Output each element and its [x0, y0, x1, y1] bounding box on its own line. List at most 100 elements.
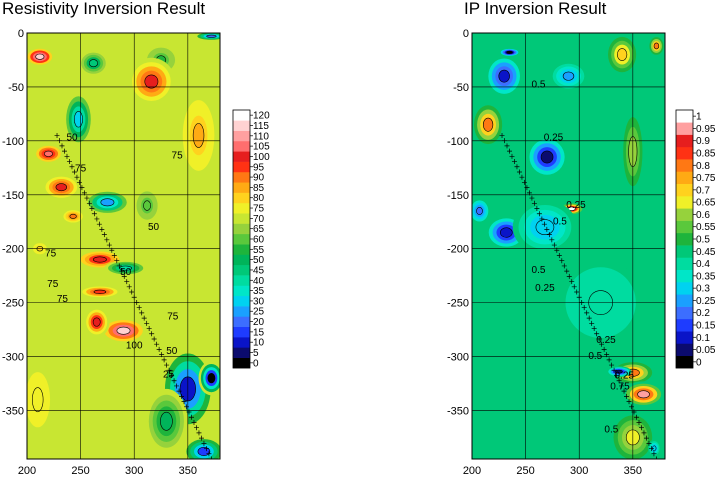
- traverse-mark: [159, 352, 165, 358]
- colorbar-swatch: [233, 254, 250, 266]
- colorbar-swatch: [676, 318, 693, 332]
- traverse-mark: [86, 200, 92, 206]
- traverse-mark: [116, 263, 122, 269]
- colorbar-swatch: [233, 120, 250, 131]
- traverse-mark: [203, 446, 209, 452]
- traverse-mark: [638, 425, 644, 431]
- traverse-mark: [111, 252, 117, 258]
- colorbar-label: 10: [253, 338, 265, 349]
- contour-label: 0.5: [532, 79, 546, 90]
- traverse-mark: [626, 399, 632, 405]
- colorbar-label: 0.5: [696, 235, 710, 246]
- anomaly-9: [83, 189, 132, 216]
- colorbar-label: 115: [253, 121, 269, 132]
- colorbar-label: 0.95: [696, 124, 716, 135]
- traverse-mark: [556, 252, 562, 258]
- traverse-mark: [624, 393, 630, 399]
- x-tick-label: 200: [463, 465, 481, 477]
- colorbar-swatch: [676, 220, 693, 234]
- traverse-mark: [601, 346, 607, 352]
- traverse-mark: [151, 336, 157, 342]
- traverse-mark: [586, 315, 592, 321]
- anomaly-0: [27, 47, 55, 67]
- traverse-mark: [106, 242, 112, 248]
- traverse-mark: [101, 232, 107, 238]
- traverse-mark: [181, 399, 187, 405]
- colorbar-label: 0: [253, 358, 259, 369]
- colorbar-label: 5: [253, 348, 259, 359]
- y-tick-label: -50: [453, 82, 469, 94]
- traverse-mark: [581, 305, 587, 311]
- anomaly-5: [63, 91, 94, 148]
- anomaly-contour-layer: [100, 198, 115, 207]
- traverse-mark: [59, 143, 65, 149]
- x-tick-label: 300: [125, 465, 143, 477]
- plot-frame: [26, 32, 221, 460]
- traverse-mark: [591, 326, 597, 332]
- traverse-mark: [509, 153, 515, 159]
- traverse-mark: [176, 388, 182, 394]
- colorbar-swatch: [233, 285, 250, 297]
- anomaly-contour-layer: [192, 123, 205, 148]
- ip-panel-title: IP Inversion Result: [464, 0, 607, 18]
- colorbar-label: 0.55: [696, 222, 716, 233]
- anomaly-contour-layer: [535, 219, 555, 235]
- colorbar-swatch: [233, 223, 250, 235]
- traverse-mark: [99, 226, 105, 232]
- traverse-mark: [611, 367, 617, 373]
- traverse-mark: [589, 320, 595, 326]
- anomaly-contour-layer: [92, 317, 101, 327]
- traverse-mark: [616, 378, 622, 384]
- traverse-mark: [606, 357, 612, 363]
- contour-label: 50: [148, 222, 160, 233]
- anomaly-1: [498, 48, 521, 57]
- y-tick-label: -50: [8, 82, 24, 94]
- anomaly-1: [78, 50, 109, 77]
- anomaly-5: [647, 35, 665, 57]
- colorbar-swatch: [676, 208, 693, 221]
- colorbar-label: 40: [253, 276, 265, 287]
- traverse-mark: [614, 373, 620, 379]
- anomaly-12: [472, 198, 491, 224]
- anomaly-contour-layer: [32, 387, 44, 413]
- traverse-mark: [84, 195, 90, 201]
- contour-label: 0.25: [596, 335, 616, 346]
- traverse-mark: [549, 237, 555, 243]
- anomaly-8: [42, 174, 81, 201]
- traverse-mark: [609, 362, 615, 368]
- anomaly-13: [512, 200, 578, 255]
- colorbar-swatch: [233, 171, 250, 183]
- traverse-mark: [161, 357, 167, 363]
- traverse-mark: [208, 456, 214, 459]
- anomaly-20: [182, 436, 220, 459]
- anomaly-21: [144, 388, 188, 454]
- y-tick-label: -100: [447, 136, 469, 148]
- traverse-mark: [516, 169, 522, 175]
- traverse-mark: [64, 153, 70, 159]
- traverse-mark: [74, 174, 80, 180]
- traverse-mark: [544, 226, 550, 232]
- colorbar-label: 0.1: [696, 333, 710, 344]
- traverse-mark: [529, 195, 535, 201]
- traverse-mark: [643, 435, 649, 441]
- colorbar-label: 1: [696, 112, 702, 123]
- traverse-mark: [179, 393, 185, 399]
- anomaly-contour-layer: [43, 150, 53, 157]
- traverse-mark: [596, 336, 602, 342]
- resistivity-plot-area: 50 75 75 50 75 50 75 75 75 100 50 25: [27, 33, 220, 459]
- colorbar-label: 0.6: [696, 210, 710, 221]
- traverse-mark: [536, 211, 542, 217]
- colorbar-label: 0: [696, 357, 702, 368]
- traverse-mark: [146, 326, 152, 332]
- colorbar-label: 85: [253, 183, 265, 194]
- contour-label: 0.5: [532, 265, 546, 276]
- anomaly-contour-layer: [93, 256, 107, 263]
- y-tick-label: -200: [2, 244, 24, 256]
- x-tick-label: 250: [516, 465, 534, 477]
- traverse-mark: [566, 273, 572, 279]
- colorbar-swatch: [676, 183, 693, 197]
- contour-label: 0.5: [588, 351, 602, 362]
- anomaly-7: [33, 144, 64, 164]
- traverse-marks: [499, 132, 659, 459]
- traverse-mark: [634, 414, 639, 420]
